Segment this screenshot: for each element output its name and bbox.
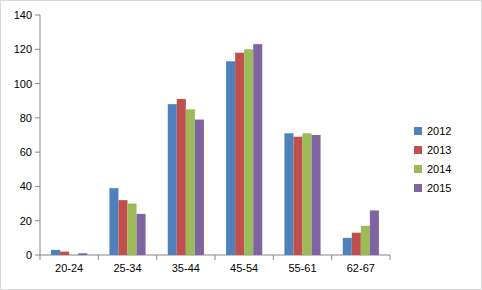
bar [284,133,293,255]
bar [69,255,78,256]
bar [60,252,69,255]
y-tick [35,117,40,118]
bar [235,53,244,255]
y-tick [35,255,40,256]
bar [177,99,186,255]
y-tick-label: 20 [20,215,32,227]
x-tick-label: 25-34 [113,262,141,274]
legend-label: 2013 [427,144,451,156]
legend-swatch [414,146,422,154]
x-tick [331,255,332,260]
y-tick-label: 80 [20,112,32,124]
bar [226,61,235,255]
chart-border [1,1,482,290]
bar [361,226,370,255]
x-tick [40,255,41,260]
bar [312,135,321,255]
y-tick [35,186,40,187]
bar [293,137,302,255]
bar [137,214,146,255]
y-tick [35,152,40,153]
legend-label: 2014 [427,163,451,175]
bar [343,238,352,255]
x-tick-label: 20-24 [55,262,83,274]
bar [186,109,195,255]
legend-swatch [414,184,422,192]
legend-swatch [414,127,422,135]
chart-svg: 0 20 40 60 80 100 120 140 20-24 25-34 35-44 45-54 55… [0,0,482,290]
y-tick-label: 40 [20,180,32,192]
bar [195,120,204,255]
x-tick-label: 35-44 [172,262,200,274]
bar [352,233,361,255]
x-tick [156,255,157,260]
x-tick [215,255,216,260]
y-tick [35,49,40,50]
bar [253,44,262,255]
y-tick-label: 120 [14,43,32,55]
y-tick [35,15,40,16]
y-tick-label: 100 [14,78,32,90]
bar [303,133,312,255]
bar [244,49,253,255]
bar [118,200,127,255]
y-tick-label: 0 [26,249,32,261]
x-tick-label: 45-54 [230,262,258,274]
chart-container: 0 20 40 60 80 100 120 140 20-24 25-34 35-44 45-54 55… [0,0,482,290]
legend-label: 2012 [427,125,451,137]
y-tick-label: 60 [20,146,32,158]
bar [109,188,118,255]
bar [78,253,87,255]
y-tick [35,83,40,84]
x-tick [390,255,391,260]
bar [128,204,137,255]
bars [51,44,379,255]
legend-swatch [414,165,422,173]
bar [168,104,177,255]
x-tick [273,255,274,260]
x-tick-label: 62-67 [347,262,375,274]
y-tick-label: 140 [14,9,32,21]
x-tick [98,255,99,260]
bar [51,250,60,255]
y-axis [40,15,41,255]
bar [370,210,379,255]
x-tick-label: 55-61 [288,262,316,274]
legend-label: 2015 [427,182,451,194]
y-tick [35,220,40,221]
